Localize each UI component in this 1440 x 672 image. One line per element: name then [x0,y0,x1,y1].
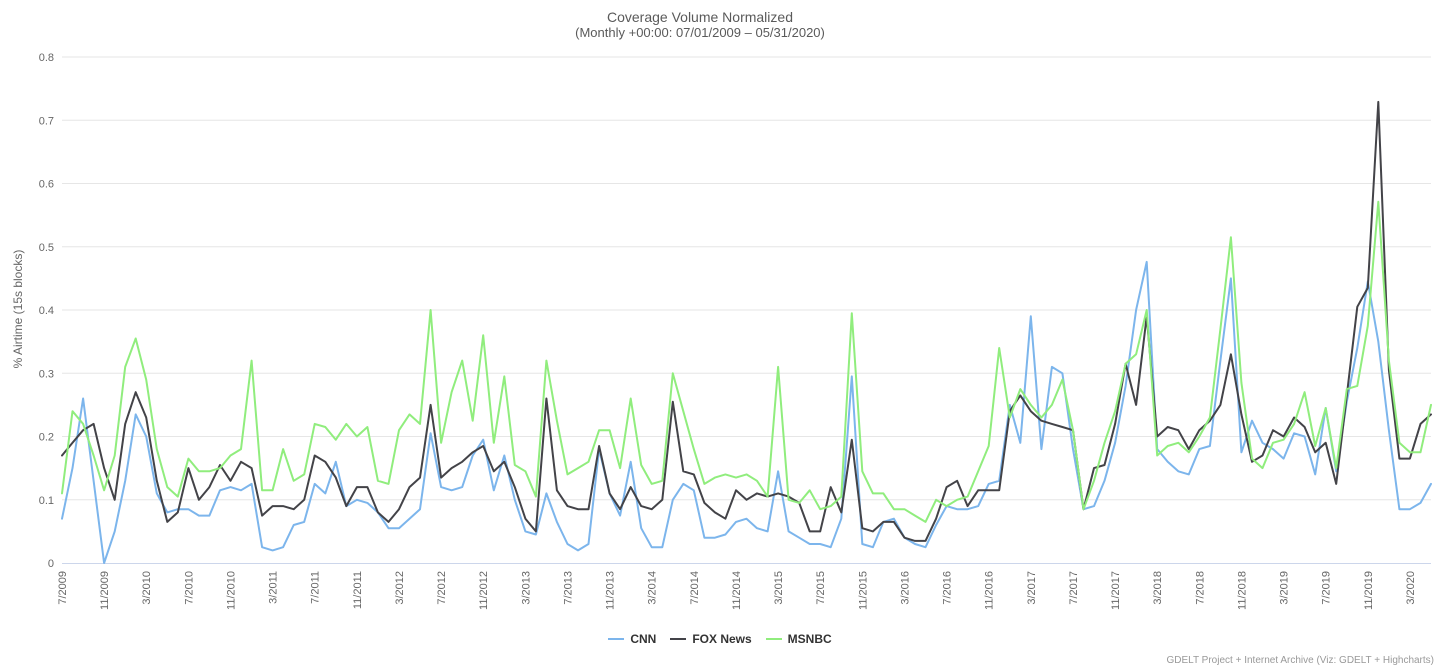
legend-label: FOX News [692,632,752,646]
legend-item-fox-news[interactable]: FOX News [670,632,752,646]
chart-subtitle: (Monthly +00:00: 07/01/2009 – 05/31/2020… [575,25,825,40]
x-axis-label: 3/2011 [268,571,280,604]
x-axis-label: 11/2018 [1236,571,1248,610]
y-axis-label: 0.2 [39,432,54,444]
x-axis-label: 11/2009 [99,571,111,610]
series-line-fox-news [61,100,1432,542]
legend-label: CNN [630,632,657,646]
x-axis-label: 7/2015 [815,571,827,605]
x-axis-label: 7/2013 [562,571,574,605]
x-axis-label: 7/2014 [689,571,701,605]
x-axis-label: 3/2020 [1405,571,1417,605]
legend-label: MSNBC [787,632,832,646]
x-axis-label: 7/2012 [436,571,448,605]
x-axis-label: 3/2012 [394,571,406,605]
y-axis-label: 0.4 [39,305,54,317]
x-axis-label: 7/2017 [1068,571,1080,605]
chart-title: Coverage Volume Normalized [607,9,793,25]
y-axis-label: 0 [48,558,54,570]
y-axis-label: 0.5 [39,242,54,254]
x-axis-label: 11/2017 [1110,571,1122,610]
x-axis-label: 7/2016 [942,571,954,605]
x-axis-label: 7/2010 [183,571,195,605]
x-axis-label: 3/2018 [1152,571,1164,605]
x-axis-label: 3/2010 [141,571,153,605]
legend-marker-icon [765,638,782,640]
y-axis-label: 0.8 [39,52,54,64]
x-axis-label: 11/2011 [352,571,364,609]
legend-marker-icon [670,638,687,640]
y-axis-label: 0.6 [39,179,54,191]
y-axis-label: 0.7 [39,115,54,127]
legend: CNN FOX News MSNBC [0,632,1440,646]
series-line-cnn [61,260,1432,564]
legend-item-msnbc[interactable]: MSNBC [765,632,832,646]
x-axis-label: 3/2016 [899,571,911,605]
y-axis-label: 0.1 [39,495,54,507]
x-axis-label: 3/2017 [1026,571,1038,605]
series-line-msnbc [61,200,1432,523]
x-axis-label: 7/2018 [1194,571,1206,605]
x-axis-label: 3/2019 [1279,571,1291,605]
x-axis-label: 7/2011 [310,571,322,604]
x-axis-label: 11/2012 [478,571,490,610]
x-axis-label: 11/2010 [225,571,237,610]
y-axis-label: 0.3 [39,368,54,380]
x-axis-label: 7/2009 [57,571,69,605]
x-axis-label: 11/2014 [731,571,743,610]
x-axis-label: 11/2019 [1363,571,1375,610]
credit-link[interactable]: GDELT Project + Internet Archive (Viz: G… [1166,655,1434,666]
x-axis-label: 7/2019 [1321,571,1333,605]
x-axis-label: 11/2015 [857,571,869,610]
x-axis-label: 11/2016 [984,571,996,610]
x-axis-label: 3/2013 [520,571,532,605]
x-axis-label: 11/2013 [605,571,617,610]
x-axis-label: 3/2015 [773,571,785,605]
legend-item-cnn[interactable]: CNN [608,632,656,646]
x-axis-label: 3/2014 [647,571,659,605]
legend-marker-icon [608,638,625,640]
